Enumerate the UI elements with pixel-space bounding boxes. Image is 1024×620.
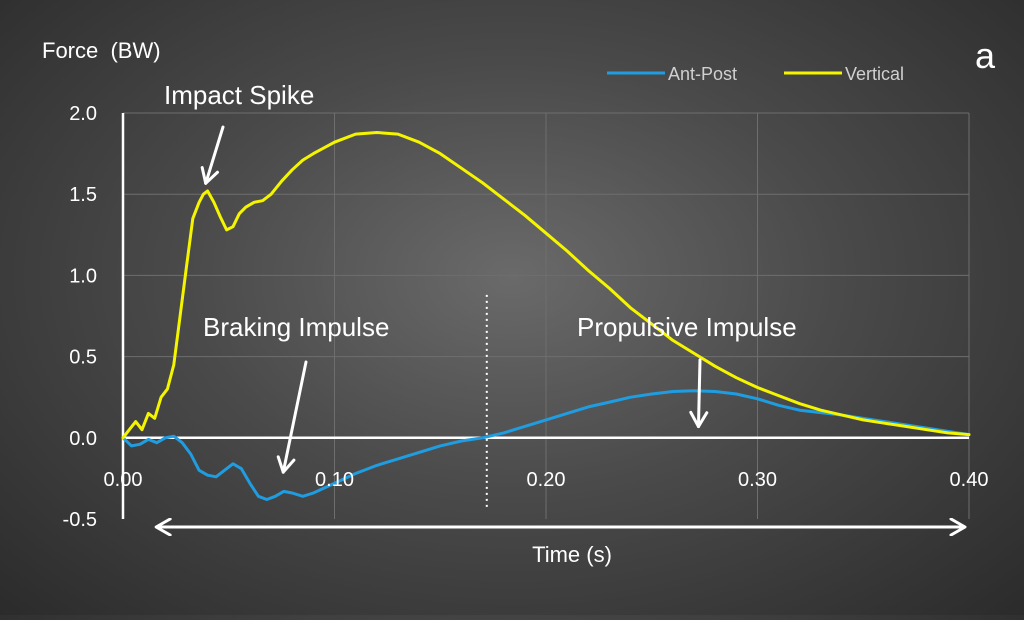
x-tick-label-2: 0.20 bbox=[527, 469, 566, 491]
series-layer bbox=[121, 131, 971, 501]
legend: Ant-Post Vertical bbox=[607, 64, 904, 84]
annotation-braking-impulse: Braking Impulse bbox=[203, 312, 389, 342]
annotation-arrow-propulsive-impulse bbox=[689, 358, 709, 429]
x-axis-label: Time (s) bbox=[532, 542, 612, 567]
series-line-ant-post bbox=[121, 389, 971, 501]
annotation-layer: Impact Spike Braking Impulse Propulsive Im… bbox=[156, 80, 965, 527]
x-tick-label-0: 0.00 bbox=[104, 469, 143, 491]
annotation-propulsive-impulse: Propulsive Impulse bbox=[577, 312, 797, 342]
y-tick-label-0: 2.0 bbox=[69, 103, 97, 125]
y-axis-label: Force (BW) bbox=[42, 38, 161, 63]
annotation-arrow-impact-spike bbox=[200, 125, 225, 185]
legend-label-vertical: Vertical bbox=[845, 64, 904, 84]
series-line-vertical bbox=[121, 131, 971, 440]
annotation-impact-spike: Impact Spike bbox=[164, 80, 314, 110]
y-tick-label-5: -0.5 bbox=[63, 509, 97, 531]
tick-labels: 2.0 1.5 1.0 0.5 0.0 -0.5 0.00 0.10 0.20 0.30 0.40 bbox=[63, 103, 989, 531]
legend-label-ant-post: Ant-Post bbox=[668, 64, 737, 84]
y-tick-label-4: 0.0 bbox=[69, 428, 97, 450]
annotation-arrow-braking-impulse bbox=[276, 360, 308, 474]
y-tick-label-1: 1.5 bbox=[69, 184, 97, 206]
y-tick-label-2: 1.0 bbox=[69, 265, 97, 287]
x-tick-label-1: 0.10 bbox=[315, 469, 354, 491]
y-tick-label-3: 0.5 bbox=[69, 347, 97, 369]
x-tick-label-4: 0.40 bbox=[950, 469, 989, 491]
gridlines bbox=[123, 112, 970, 519]
axes bbox=[121, 113, 969, 519]
x-tick-label-3: 0.30 bbox=[738, 469, 777, 491]
panel-label: a bbox=[975, 35, 996, 76]
